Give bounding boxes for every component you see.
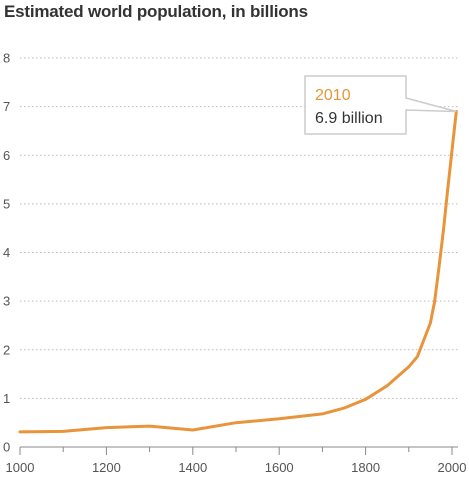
y-tick-label: 0 [3, 440, 10, 455]
y-tick-label: 6 [3, 148, 10, 163]
axes [19, 446, 458, 455]
x-tick-label: 1000 [6, 460, 35, 475]
y-tick-label: 5 [3, 196, 10, 211]
x-tick-labels: 1000 1200 1400 1600 1800 2000 [6, 460, 467, 475]
y-tick-label: 7 [3, 99, 10, 114]
series [18, 110, 458, 434]
x-tick-label: 1600 [265, 460, 294, 475]
y-tick-label: 4 [3, 245, 10, 260]
x-tick-label: 2000 [438, 460, 467, 475]
callout-box [304, 75, 457, 135]
x-tick-label: 1400 [178, 460, 207, 475]
x-tick-label: 1200 [92, 460, 121, 475]
x-tick-label: 1800 [351, 460, 380, 475]
y-tick-label: 1 [3, 391, 10, 406]
y-tick-labels: 0 1 2 3 4 5 6 7 8 [3, 51, 10, 455]
y-tick-label: 8 [3, 51, 10, 66]
callout-year: 2010 [315, 87, 351, 104]
y-tick-label: 2 [3, 342, 10, 357]
callout-value: 6.9 billion [315, 110, 383, 127]
chart-title: Estimated world population, in billions [4, 2, 308, 21]
y-tick-label: 3 [3, 294, 10, 309]
annotation-callout: 2010 6.9 billion [304, 75, 457, 135]
population-series-line [18, 110, 458, 434]
